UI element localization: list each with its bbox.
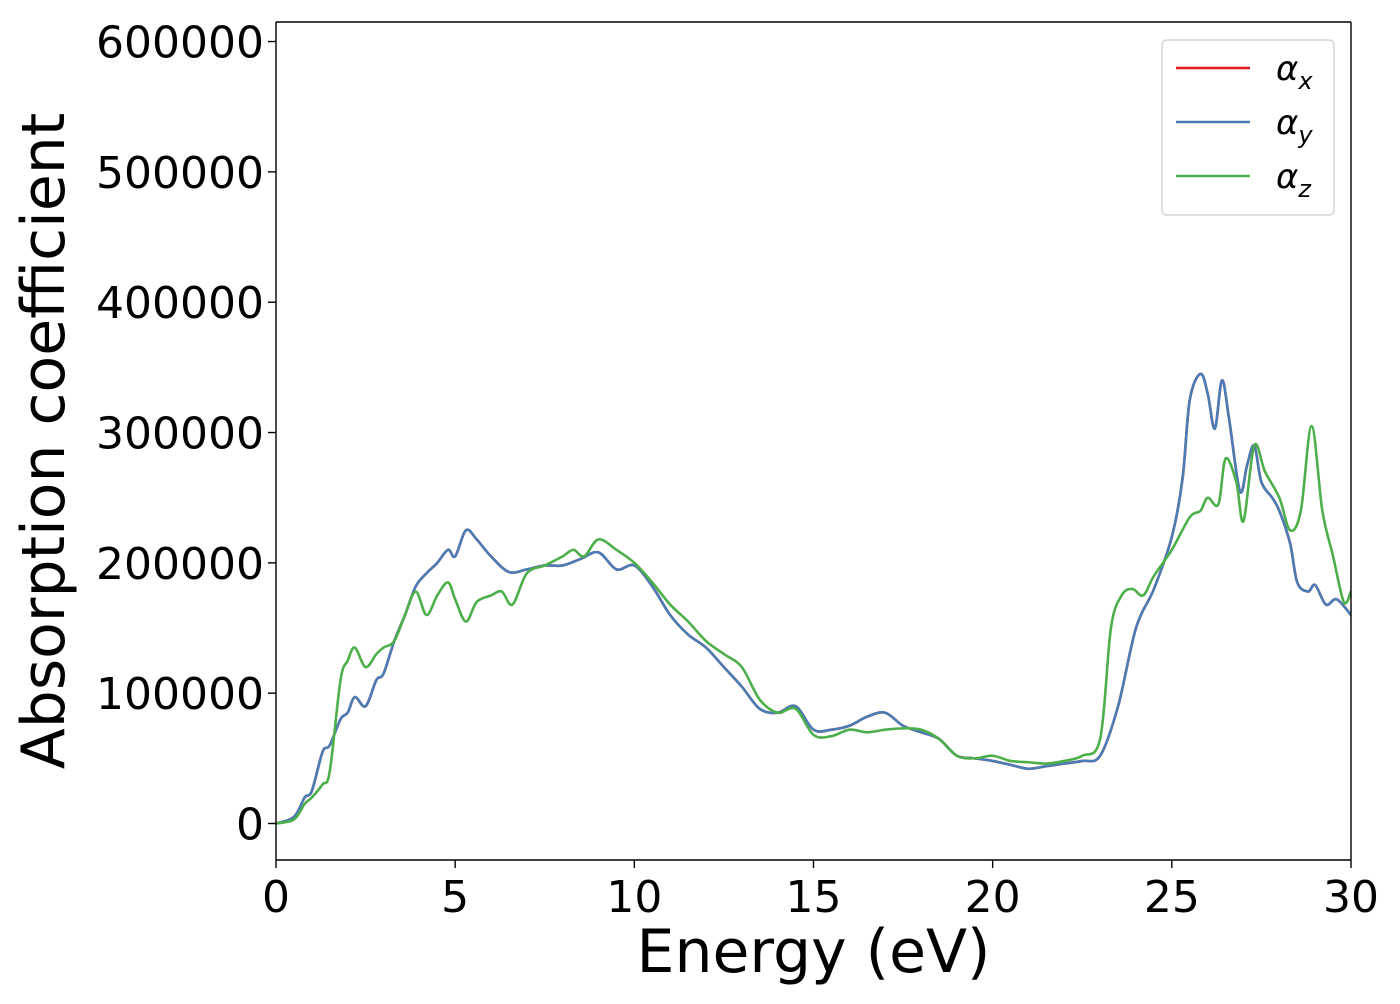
series-line-alpha-z [276, 424, 1351, 825]
y-tick-label: 400000 [96, 278, 264, 329]
y-axis-title: Absorption coefficient [9, 113, 79, 770]
x-tick-label: 30 [1323, 872, 1379, 923]
x-axis-title: Energy (eV) [637, 917, 991, 987]
y-tick-label: 0 [236, 800, 264, 851]
y-tick-label: 300000 [96, 409, 264, 460]
x-tick-label: 0 [262, 872, 290, 923]
x-tick-label: 25 [1144, 872, 1200, 923]
legend-box [1161, 39, 1335, 216]
y-tick-label: 100000 [96, 669, 264, 720]
x-tick-label: 15 [786, 872, 842, 923]
tick-marks-and-labels: 0 5 10 15 20 25 30 0 100000 200000 300000 400000 500… [96, 18, 1379, 923]
x-tick-label: 10 [606, 872, 662, 923]
y-tick-label: 200000 [96, 539, 264, 590]
x-tick-label: 20 [965, 872, 1021, 923]
y-tick-label: 600000 [96, 18, 264, 69]
x-tick-label: 5 [441, 872, 469, 923]
series-lines [276, 372, 1351, 825]
y-tick-label: 500000 [96, 148, 264, 199]
